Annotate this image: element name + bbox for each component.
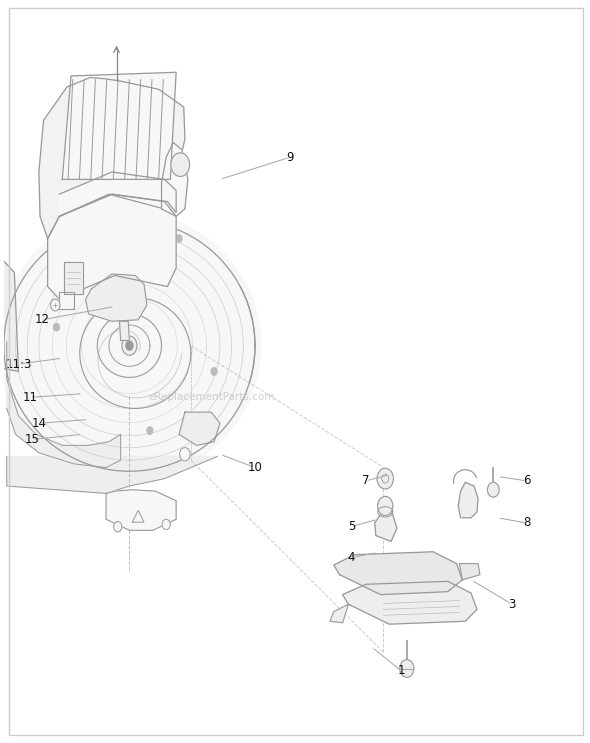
Polygon shape	[6, 456, 217, 493]
Polygon shape	[330, 604, 349, 623]
Circle shape	[400, 660, 414, 678]
Polygon shape	[460, 564, 480, 580]
Circle shape	[147, 427, 153, 435]
Text: 11:3: 11:3	[5, 357, 32, 371]
Text: 6: 6	[523, 474, 530, 487]
Polygon shape	[179, 412, 220, 445]
Text: 5: 5	[348, 520, 355, 533]
Polygon shape	[120, 321, 129, 340]
Polygon shape	[106, 490, 176, 531]
Text: 8: 8	[523, 516, 530, 530]
Text: 4: 4	[348, 551, 355, 564]
Text: 10: 10	[248, 461, 263, 474]
Polygon shape	[334, 552, 463, 594]
Polygon shape	[39, 77, 185, 239]
Polygon shape	[6, 342, 121, 467]
Polygon shape	[343, 581, 477, 624]
Circle shape	[122, 336, 137, 355]
Polygon shape	[60, 172, 176, 216]
Polygon shape	[48, 194, 176, 299]
Circle shape	[378, 496, 393, 516]
Polygon shape	[0, 212, 261, 478]
Polygon shape	[1, 258, 18, 372]
Circle shape	[126, 341, 133, 350]
Circle shape	[377, 468, 394, 489]
Circle shape	[211, 368, 217, 375]
Text: 12: 12	[34, 314, 50, 326]
Text: 1: 1	[397, 664, 405, 677]
Circle shape	[162, 519, 171, 530]
Circle shape	[51, 299, 60, 311]
Circle shape	[171, 153, 189, 176]
Polygon shape	[60, 292, 74, 309]
Polygon shape	[86, 274, 147, 321]
Polygon shape	[162, 143, 188, 216]
Circle shape	[114, 522, 122, 532]
Text: 9: 9	[286, 151, 294, 163]
Circle shape	[179, 447, 190, 461]
Text: 14: 14	[31, 417, 47, 429]
Polygon shape	[375, 512, 397, 542]
Text: 11: 11	[22, 391, 38, 404]
Polygon shape	[63, 72, 176, 179]
Polygon shape	[64, 262, 83, 294]
Polygon shape	[458, 482, 478, 518]
Circle shape	[176, 235, 182, 242]
Circle shape	[54, 323, 60, 331]
Text: 15: 15	[24, 433, 40, 446]
Text: 7: 7	[362, 474, 370, 487]
Text: 3: 3	[509, 597, 516, 611]
Circle shape	[487, 482, 499, 497]
Text: eReplacementParts.com: eReplacementParts.com	[148, 392, 274, 403]
